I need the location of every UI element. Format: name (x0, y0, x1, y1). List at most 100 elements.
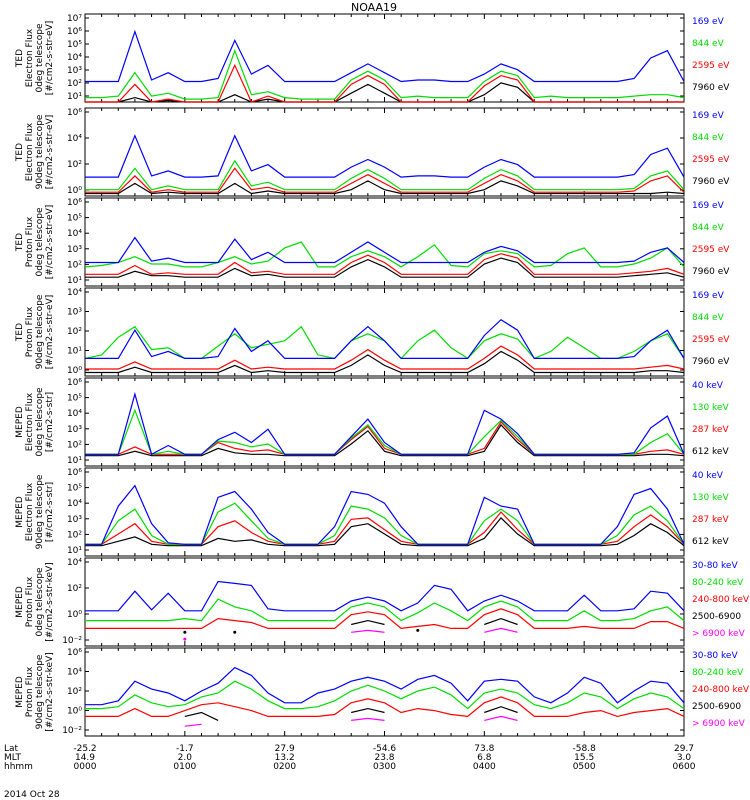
panel-1: 10¹ 10² 10³ 10⁴ 10⁵ 10⁶ 10⁷ TEDElectron Flux0de… (15, 13, 730, 103)
legend-entry: 130 keV (692, 493, 729, 503)
x-tick-label: 3.0 (677, 753, 692, 763)
series-line-612 keV (85, 517, 685, 547)
y-axis-label-line: 90deg telescope (35, 654, 45, 729)
y-tick-label: 10⁴ (67, 134, 82, 144)
y-tick-label: 10⁻² (62, 636, 82, 646)
y-axis-label-line: Proton Flux (25, 666, 35, 717)
figure-title: NOAA19 (351, 1, 397, 14)
series-line-844 eV (85, 159, 685, 191)
legend-entry: 30-80 keV (692, 561, 738, 571)
series-line-2595 eV (85, 345, 685, 370)
legend-entry: 169 eV (692, 291, 725, 301)
series-line-240-800 keV (85, 608, 685, 630)
series-line-> 6900 keV (484, 715, 518, 721)
x-tick-label: 29.7 (674, 744, 694, 754)
y-tick-label: 10⁰ (67, 707, 82, 717)
y-axis-label-line: [#/cm2-s-str-eV] (45, 115, 55, 190)
series-line-612 keV (85, 423, 685, 457)
series-line-844 eV (84, 241, 685, 268)
y-axis-label-line: 0deg telescope (35, 23, 45, 93)
y-tick-label: 10² (67, 584, 82, 594)
x-tick-label: 0000 (74, 762, 97, 772)
y-tick-label: 10⁴ (67, 288, 82, 298)
series-line-80-240 keV (85, 680, 685, 710)
y-tick-label: 10² (67, 260, 82, 270)
panel-4: 10⁰ 10¹ 10² 10³ 10⁴ TEDProton Flux90deg teles… (15, 287, 730, 377)
y-tick-label: 10⁶ (67, 198, 82, 208)
y-axis-label-line: Proton Flux (25, 306, 35, 357)
series-line-2595 eV (85, 167, 685, 193)
legend-entry: 7960 eV (692, 83, 730, 93)
x-tick-label: 73.8 (474, 744, 494, 754)
y-axis-label: TEDElectron Flux0deg telescope[#/cm2-s-s… (15, 21, 55, 96)
legend-entry: 80-240 keV (692, 668, 744, 678)
series-line-169 eV (85, 29, 685, 83)
y-axis-label-line: 90deg telescope (35, 294, 45, 369)
series-line-2595 eV (85, 63, 684, 103)
legend-entry: 844 eV (692, 313, 725, 323)
x-tick-label: 2.0 (178, 753, 193, 763)
x-tick-label: 0100 (173, 762, 196, 772)
x-tick-label: 27.9 (275, 744, 295, 754)
legend-entry: 240-800 keV (692, 685, 750, 695)
legend-entry: 2595 eV (692, 335, 730, 345)
y-axis-label: MEPEDProton Flux0deg telescope[#/cm2-s-s… (15, 562, 55, 641)
y-axis-label-line: MEPED (15, 406, 25, 438)
y-tick-label: 10⁰ (67, 366, 82, 376)
series-line-> 6900 keV (351, 717, 385, 721)
series-line-2500-6900 (351, 707, 385, 714)
y-axis-label-line: Proton Flux (25, 576, 35, 627)
y-tick-label: 10⁷ (67, 14, 82, 24)
y-tick-label: 10¹ (67, 546, 82, 556)
legend-entry: 240-800 keV (692, 595, 750, 605)
y-tick-label: 10⁴ (67, 558, 82, 568)
y-axis-label-line: 90deg telescope (35, 114, 45, 189)
y-tick-label: 10² (67, 327, 82, 337)
y-axis-label-line: Electron Flux (25, 28, 35, 87)
y-tick-label: 10⁴ (67, 668, 82, 678)
y-tick-label: 10⁶ (67, 27, 82, 37)
series-line-40 keV (85, 484, 685, 545)
y-tick-label: 10² (67, 530, 82, 540)
x-row-name: Lat (4, 744, 19, 754)
series-line-30-80 keV (85, 580, 685, 612)
x-tick-label: 14.9 (75, 753, 95, 763)
y-tick-label: 10⁶ (67, 378, 82, 388)
y-axis-label: MEPEDProton Flux90deg telescope[#/cm2-s-… (15, 652, 55, 731)
y-tick-label: 10³ (67, 245, 82, 255)
legend-entry: > 6900 keV (692, 629, 746, 639)
x-tick-label: 13.2 (275, 753, 295, 763)
panel-5: 10¹ 10² 10³ 10⁴ 10⁵ 10⁶ MEPEDElectron Flux0deg… (15, 377, 729, 467)
series-line-30-80 keV (85, 666, 685, 706)
y-axis-label-line: Electron Flux (25, 482, 35, 541)
series-line-2500-6900 (184, 711, 219, 721)
y-tick-label: 10⁵ (67, 484, 82, 494)
x-tick-label: 0400 (473, 762, 496, 772)
series-line-240-800 keV (85, 696, 685, 718)
y-axis-label-line: MEPED (15, 496, 25, 528)
legend-entry: 40 keV (692, 381, 724, 391)
y-axis-label-line: MEPED (15, 676, 25, 708)
y-tick-label: 10⁴ (67, 229, 82, 239)
legend-entry: 7960 eV (692, 357, 730, 367)
legend-entry: 2595 eV (692, 61, 730, 71)
legend-entry: 169 eV (692, 201, 725, 211)
y-tick-label: 10³ (67, 515, 82, 525)
y-axis-label-line: 0deg telescope (35, 207, 45, 277)
panel-8: 10⁻² 10⁰ 10² 10⁴ 10⁶ MEPEDProton Flux90deg te… (15, 647, 750, 737)
series-line-169 eV (85, 134, 685, 178)
x-tick-label: 15.5 (574, 753, 594, 763)
y-tick-label: 10² (67, 160, 82, 170)
x-tick-label: 23.8 (374, 753, 394, 763)
date-label: 2014 Oct 28 (4, 790, 60, 800)
x-tick-label: -1.7 (176, 744, 194, 754)
series-line-> 6900 keV (484, 627, 518, 633)
legend-entry: 7960 eV (692, 267, 730, 277)
y-axis-label-line: TED (15, 233, 25, 252)
legend-entry: 130 keV (692, 403, 729, 413)
y-tick-label: 10⁴ (67, 409, 82, 419)
y-axis-label-line: Proton Flux (25, 216, 35, 267)
y-tick-label: 10⁵ (67, 214, 82, 224)
